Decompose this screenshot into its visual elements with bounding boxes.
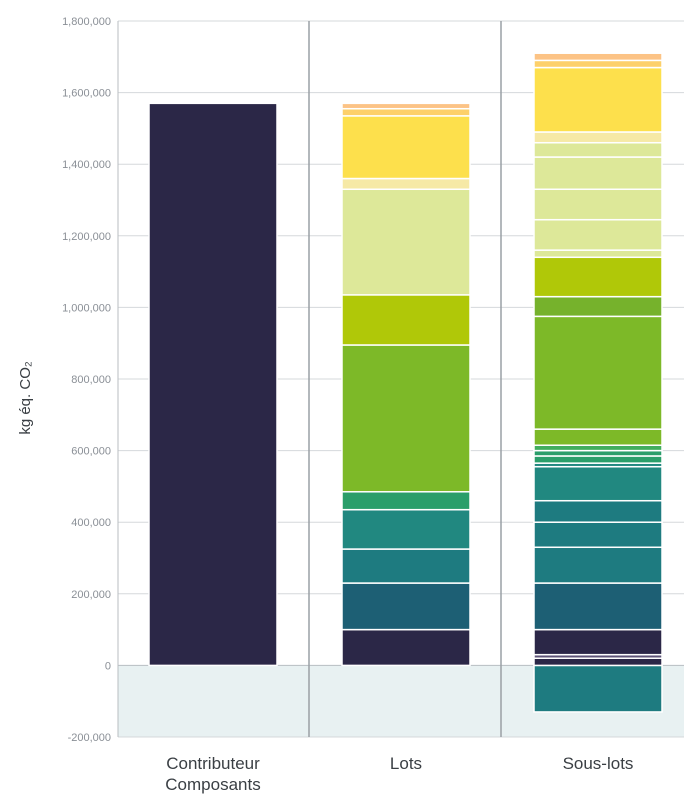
- bar-segment: [533, 52, 663, 62]
- x-category-label: Sous-lots: [563, 754, 634, 773]
- bar-segment: [341, 582, 471, 631]
- bar-segment: [533, 188, 663, 221]
- y-tick-label: 400,000: [71, 517, 111, 529]
- bar-segment: [341, 115, 471, 180]
- bar-segment: [533, 546, 663, 584]
- bar-segment: [341, 628, 471, 667]
- y-tick-label: 1,000,000: [62, 302, 111, 314]
- y-tick-label: 1,600,000: [62, 88, 111, 100]
- y-tick-label: 800,000: [71, 374, 111, 386]
- bar-segment: [533, 465, 663, 502]
- bar-segment: [533, 156, 663, 191]
- bar-segment: [533, 315, 663, 430]
- y-axis-label: kg éq. CO₂: [17, 361, 34, 435]
- bar-segment: [533, 59, 663, 69]
- x-category-label: Contributeur: [166, 754, 260, 773]
- bar-segments: [148, 52, 663, 713]
- bar-segment: [341, 294, 471, 346]
- bar-segment: [533, 249, 663, 259]
- bar-segment: [533, 449, 663, 457]
- bar-segment: [533, 428, 663, 446]
- bar-segment: [533, 657, 663, 667]
- bar-segment: [341, 177, 471, 191]
- y-tick-labels: 1,800,000 1,600,000 1,400,000 1,200,000 1,00…: [62, 16, 111, 744]
- bar-segment: [533, 444, 663, 452]
- x-category-label: Composants: [165, 775, 260, 794]
- bar-segment: [533, 218, 663, 251]
- bar-segment: [341, 188, 471, 296]
- bar-segment: [533, 141, 663, 158]
- bar-segment: [533, 499, 663, 523]
- bar-segment: [148, 102, 278, 667]
- bar-segment: [533, 582, 663, 631]
- y-tick-label: 600,000: [71, 446, 111, 458]
- bar-segment: [533, 131, 663, 144]
- bar-segment: [341, 491, 471, 511]
- y-tick-label: 0: [105, 660, 111, 672]
- y-tick-label: 200,000: [71, 589, 111, 601]
- bar-segment: [341, 107, 471, 117]
- y-tick-label: -200,000: [68, 732, 111, 744]
- bar-segment: [341, 548, 471, 584]
- category-dividers: [308, 21, 502, 737]
- bar-segment: [533, 256, 663, 298]
- x-category-label: Lots: [390, 754, 422, 773]
- x-category-labels: Contributeur Composants Lots Sous-lots: [165, 754, 633, 794]
- y-tick-label: 1,400,000: [62, 159, 111, 171]
- y-tick-label: 1,200,000: [62, 231, 111, 243]
- bar-segment: [341, 102, 471, 110]
- bar-segment: [533, 295, 663, 318]
- bar-segment: [341, 508, 471, 550]
- bar-segment: [533, 66, 663, 133]
- bar-segment: [533, 664, 663, 713]
- y-tick-label: 1,800,000: [62, 16, 111, 28]
- bar-segment: [533, 521, 663, 549]
- bar-segment: [341, 344, 471, 493]
- bar-segment: [533, 455, 663, 464]
- bar-segment: [533, 628, 663, 656]
